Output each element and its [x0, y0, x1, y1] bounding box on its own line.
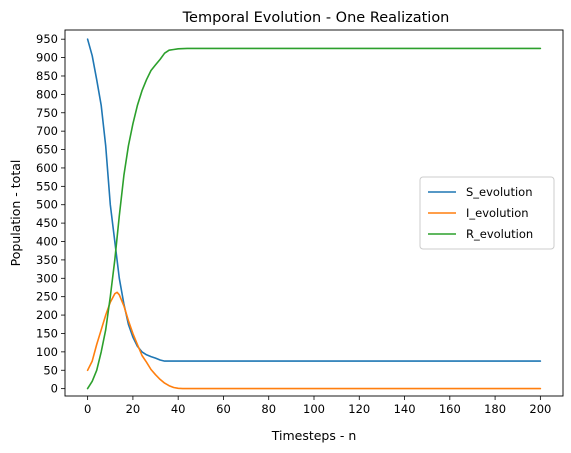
y-tick-label: 750	[36, 106, 58, 120]
x-tick-label: 160	[439, 402, 461, 416]
legend: S_evolution I_evolution R_evolution	[419, 176, 555, 250]
x-tick-label: 100	[303, 402, 325, 416]
x-tick-label: 200	[529, 402, 551, 416]
y-tick-label: 200	[36, 308, 58, 322]
y-tick-label: 450	[36, 216, 58, 230]
x-tick-label: 60	[216, 402, 231, 416]
y-tick-label: 900	[36, 51, 58, 65]
y-tick-label: 0	[51, 382, 58, 396]
y-tick-label: 850	[36, 69, 58, 83]
series-lines	[86, 38, 542, 390]
legend-label: S_evolution	[466, 185, 532, 199]
x-tick-label: 120	[348, 402, 370, 416]
series-line-r-evolution	[86, 47, 542, 390]
y-tick-label: 100	[36, 345, 58, 359]
y-tick-label: 500	[36, 198, 58, 212]
y-tick-label: 800	[36, 87, 58, 101]
y-tick-label: 650	[36, 143, 58, 157]
x-tick-label: 180	[484, 402, 506, 416]
legend-box	[419, 176, 555, 250]
y-axis-title: Population - total	[8, 160, 23, 267]
y-tick-label: 50	[43, 363, 58, 377]
x-axis-title: Timesteps - n	[271, 428, 357, 443]
y-tick-label: 550	[36, 179, 58, 193]
series-line-i-evolution	[86, 291, 542, 390]
y-tick-label: 700	[36, 124, 58, 138]
x-tick-label: 80	[261, 402, 276, 416]
x-tick-label: 20	[126, 402, 141, 416]
y-tick-label: 150	[36, 326, 58, 340]
y-tick-label: 600	[36, 161, 58, 175]
x-tick-label: 0	[84, 402, 91, 416]
y-tick-label: 950	[36, 32, 58, 46]
y-tick-label: 250	[36, 290, 58, 304]
y-tick-label: 350	[36, 253, 58, 267]
y-tick-label: 300	[36, 271, 58, 285]
chart-title: Temporal Evolution - One Realization	[182, 10, 450, 26]
x-tick-label: 140	[394, 402, 416, 416]
legend-label: R_evolution	[466, 227, 533, 241]
y-tick-label: 400	[36, 235, 58, 249]
axes: 0 20 40 60 80 100 120 140 160 180 200 0 50 100 150 200 2…	[36, 32, 551, 416]
x-tick-label: 40	[171, 402, 186, 416]
legend-label: I_evolution	[466, 206, 529, 220]
